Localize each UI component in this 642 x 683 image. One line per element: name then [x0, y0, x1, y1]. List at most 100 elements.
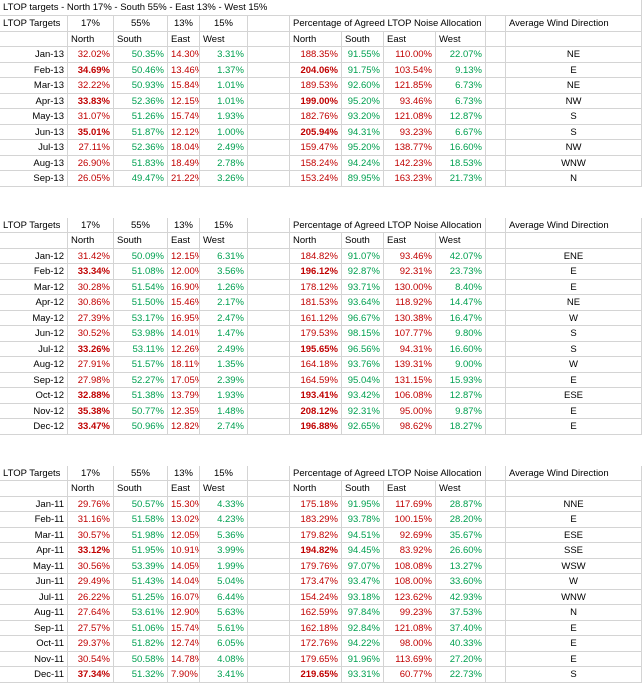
south-share[interactable]: 51.57% [114, 357, 168, 373]
north-pct-allocation[interactable]: 158.24% [290, 155, 342, 171]
west-pct-allocation[interactable]: 28.87% [436, 496, 486, 512]
north-pct-allocation[interactable]: 162.59% [290, 605, 342, 621]
empty-cell[interactable] [248, 667, 290, 683]
south-pct-allocation[interactable]: 95.04% [342, 372, 384, 388]
north-share[interactable]: 27.11% [68, 140, 114, 156]
empty-cell[interactable] [248, 589, 290, 605]
west-share[interactable]: 1.99% [200, 558, 248, 574]
east-share[interactable]: 15.30% [168, 496, 200, 512]
west-pct-allocation[interactable]: 12.87% [436, 388, 486, 404]
month-cell[interactable]: Jul-13 [0, 140, 68, 156]
empty-cell[interactable] [506, 31, 642, 47]
west-share[interactable]: 4.08% [200, 651, 248, 667]
west-share[interactable]: 4.33% [200, 496, 248, 512]
south-pct-allocation[interactable]: 94.45% [342, 543, 384, 559]
west-pct-allocation[interactable]: 12.87% [436, 109, 486, 125]
empty-cell[interactable] [486, 574, 506, 590]
month-cell[interactable]: Mar-13 [0, 78, 68, 94]
wind-direction-cell[interactable]: S [506, 341, 642, 357]
wind-direction-cell[interactable]: W [506, 574, 642, 590]
south-share[interactable]: 51.43% [114, 574, 168, 590]
pct-allocation-title[interactable]: Percentage of Agreed LTOP Noise Allocati… [290, 16, 486, 32]
wind-direction-cell[interactable]: S [506, 124, 642, 140]
pct-allocation-title[interactable]: Percentage of Agreed LTOP Noise Allocati… [290, 465, 486, 481]
empty-cell[interactable] [486, 589, 506, 605]
east-pct-allocation[interactable]: 93.46% [384, 93, 436, 109]
south-pct-allocation[interactable]: 89.95% [342, 171, 384, 187]
east-pct-allocation[interactable]: 103.54% [384, 62, 436, 78]
west-pct-allocation[interactable]: 16.60% [436, 341, 486, 357]
month-cell[interactable]: Jul-12 [0, 341, 68, 357]
wind-direction-cell[interactable]: E [506, 620, 642, 636]
empty-cell[interactable] [486, 403, 506, 419]
north-pct-allocation[interactable]: 182.76% [290, 109, 342, 125]
month-cell[interactable]: Nov-11 [0, 651, 68, 667]
south-share[interactable]: 51.32% [114, 667, 168, 683]
east-pct-allocation[interactable]: 130.00% [384, 279, 436, 295]
south-pct-allocation[interactable]: 97.07% [342, 558, 384, 574]
east-share[interactable]: 13.46% [168, 62, 200, 78]
pct-direction-header-3[interactable]: West [436, 233, 486, 249]
east-share[interactable]: 12.15% [168, 93, 200, 109]
west-pct-allocation[interactable]: 6.67% [436, 124, 486, 140]
east-share[interactable]: 14.05% [168, 558, 200, 574]
north-share[interactable]: 30.28% [68, 279, 114, 295]
west-share[interactable]: 3.31% [200, 47, 248, 63]
south-pct-allocation[interactable]: 91.96% [342, 651, 384, 667]
north-share[interactable]: 30.57% [68, 527, 114, 543]
north-pct-allocation[interactable]: 161.12% [290, 310, 342, 326]
south-share[interactable]: 51.38% [114, 388, 168, 404]
empty-cell[interactable] [248, 326, 290, 342]
wind-direction-cell[interactable]: E [506, 651, 642, 667]
pct-direction-header-0[interactable]: North [290, 31, 342, 47]
west-share[interactable]: 1.01% [200, 93, 248, 109]
north-pct-allocation[interactable]: 181.53% [290, 295, 342, 311]
empty-cell[interactable] [248, 651, 290, 667]
wind-direction-cell[interactable]: NW [506, 140, 642, 156]
north-share[interactable]: 26.22% [68, 589, 114, 605]
wind-direction-cell[interactable]: E [506, 62, 642, 78]
west-pct-allocation[interactable]: 14.47% [436, 295, 486, 311]
pct-direction-header-2[interactable]: East [384, 31, 436, 47]
west-share[interactable]: 3.26% [200, 171, 248, 187]
month-cell[interactable]: Apr-11 [0, 543, 68, 559]
south-pct-allocation[interactable]: 92.84% [342, 620, 384, 636]
west-pct-allocation[interactable]: 22.07% [436, 47, 486, 63]
north-share[interactable]: 31.16% [68, 512, 114, 528]
west-share[interactable]: 6.44% [200, 589, 248, 605]
west-share[interactable]: 2.17% [200, 295, 248, 311]
east-share[interactable]: 12.74% [168, 636, 200, 652]
north-share[interactable]: 30.52% [68, 326, 114, 342]
wind-direction-cell[interactable]: N [506, 605, 642, 621]
south-share[interactable]: 50.57% [114, 496, 168, 512]
east-pct-allocation[interactable]: 98.00% [384, 636, 436, 652]
wind-direction-cell[interactable]: E [506, 636, 642, 652]
north-pct-allocation[interactable]: 159.47% [290, 140, 342, 156]
east-pct-allocation[interactable]: 92.31% [384, 264, 436, 280]
wind-direction-title[interactable]: Average Wind Direction [506, 465, 642, 481]
south-pct-allocation[interactable]: 98.15% [342, 326, 384, 342]
empty-cell[interactable] [486, 620, 506, 636]
direction-header-0[interactable]: North [68, 481, 114, 497]
north-share[interactable]: 27.57% [68, 620, 114, 636]
wind-direction-cell[interactable]: S [506, 109, 642, 125]
east-pct-allocation[interactable]: 123.62% [384, 589, 436, 605]
month-cell[interactable]: Jun-13 [0, 124, 68, 140]
south-share[interactable]: 51.54% [114, 279, 168, 295]
south-pct-allocation[interactable]: 93.78% [342, 512, 384, 528]
east-pct-allocation[interactable]: 139.31% [384, 357, 436, 373]
north-pct-allocation[interactable]: 208.12% [290, 403, 342, 419]
north-pct-allocation[interactable]: 172.76% [290, 636, 342, 652]
south-pct-allocation[interactable]: 91.75% [342, 62, 384, 78]
east-pct-allocation[interactable]: 99.23% [384, 605, 436, 621]
empty-cell[interactable] [486, 279, 506, 295]
east-share[interactable]: 15.84% [168, 78, 200, 94]
west-pct-allocation[interactable]: 13.27% [436, 558, 486, 574]
pct-allocation-title[interactable]: Percentage of Agreed LTOP Noise Allocati… [290, 217, 486, 233]
north-share[interactable]: 30.56% [68, 558, 114, 574]
pct-direction-header-1[interactable]: South [342, 481, 384, 497]
north-share[interactable]: 30.86% [68, 295, 114, 311]
east-share[interactable]: 18.04% [168, 140, 200, 156]
east-share[interactable]: 12.90% [168, 605, 200, 621]
direction-header-3[interactable]: West [200, 233, 248, 249]
